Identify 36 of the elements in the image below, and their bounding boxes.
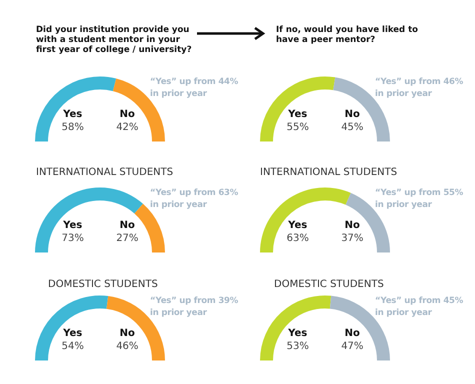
data-label: 37% bbox=[341, 232, 364, 244]
slice-label: Yes bbox=[287, 328, 308, 339]
slice-label: No bbox=[344, 328, 360, 339]
text: “Yes” up from 39% in prior year bbox=[150, 295, 240, 319]
data-label: 42% bbox=[116, 122, 138, 133]
text: “Yes” up from 45% in prior year bbox=[375, 295, 464, 319]
slice-label: No bbox=[120, 328, 136, 339]
data-label: 63% bbox=[286, 232, 309, 244]
slice-label: Yes bbox=[287, 220, 308, 231]
data-label: 47% bbox=[341, 340, 364, 352]
slice-label: Yes bbox=[287, 108, 308, 120]
text: “Yes” up from 44% in prior year bbox=[150, 76, 240, 100]
chart-title: Did your institution provide you with a student mentor in your first year of college / university? bbox=[36, 25, 193, 55]
chart-title: INTERNATIONAL STUDENTS bbox=[260, 167, 398, 179]
text: “Yes” up from 46% in prior year bbox=[375, 76, 464, 100]
data-label: 54% bbox=[62, 340, 84, 352]
chart-title: DOMESTIC STUDENTS bbox=[274, 279, 385, 291]
data-label: 58% bbox=[62, 122, 84, 133]
slice-label: No bbox=[344, 220, 360, 231]
data-label: 45% bbox=[341, 122, 364, 133]
data-label: 73% bbox=[62, 232, 84, 244]
data-label: 46% bbox=[116, 340, 138, 352]
slice-label: Yes bbox=[62, 108, 82, 120]
chart-title: DOMESTIC STUDENTS bbox=[48, 279, 159, 291]
slice-label: No bbox=[120, 220, 136, 231]
chart-title: INTERNATIONAL STUDENTS bbox=[36, 167, 174, 179]
data-label: 55% bbox=[286, 122, 309, 133]
text: “Yes” up from 55% in prior year bbox=[375, 187, 464, 211]
data-label: 27% bbox=[116, 232, 138, 244]
slice-label: Yes bbox=[62, 220, 82, 231]
chart-title: If no, would you have liked to have a peer mentor? bbox=[276, 25, 420, 45]
slice-label: No bbox=[120, 108, 136, 120]
text: “Yes” up from 63% in prior year bbox=[150, 187, 240, 211]
data-label: 53% bbox=[286, 340, 309, 352]
slice-label: Yes bbox=[62, 328, 82, 339]
slice-label: No bbox=[344, 108, 360, 120]
